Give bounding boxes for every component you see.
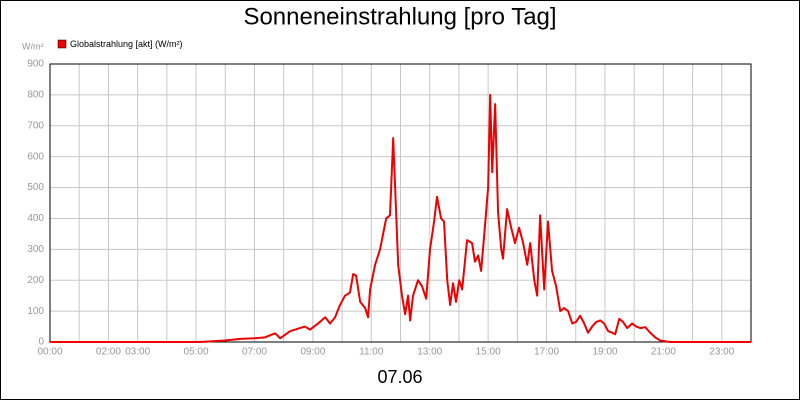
y-tick-label: 900: [27, 59, 44, 70]
legend-swatch: [57, 39, 67, 49]
x-tick-label: 07:00: [242, 347, 267, 358]
y-tick-label: 600: [27, 151, 44, 162]
x-tick-label: 17:00: [534, 347, 559, 358]
y-tick-label: 100: [27, 306, 44, 317]
x-tick-label: 11:00: [359, 347, 384, 358]
y-tick-label: 0: [38, 337, 44, 348]
y-tick-label: 500: [27, 182, 44, 193]
legend-label: Globalstrahlung [akt] (W/m²): [70, 39, 183, 49]
y-tick-label: 400: [27, 213, 44, 224]
y-tick-label: 800: [27, 90, 44, 101]
y-tick-label: 200: [27, 275, 44, 286]
chart-title: Sonneneinstrahlung [pro Tag]: [243, 3, 556, 30]
x-tick-label: 02:00: [96, 347, 121, 358]
y-tick-label: 300: [27, 244, 44, 255]
x-tick-label: 23:00: [709, 347, 734, 358]
x-tick-label: 00:00: [37, 347, 62, 358]
x-tick-label: 15:00: [476, 347, 501, 358]
y-tick-label: 700: [27, 120, 44, 131]
y-axis-label: W/m²: [22, 41, 44, 51]
plot-border: [49, 63, 752, 343]
x-tick-label: 05:00: [184, 347, 209, 358]
series-line: [50, 93, 751, 343]
x-tick-label: 09:00: [300, 347, 325, 358]
x-tick-label: 19:00: [592, 347, 617, 358]
x-tick-label: 13:00: [417, 347, 442, 358]
x-tick-label: 21:00: [651, 347, 676, 358]
x-tick-label: 03:00: [125, 347, 150, 358]
x-axis-label: 07.06: [377, 367, 422, 387]
